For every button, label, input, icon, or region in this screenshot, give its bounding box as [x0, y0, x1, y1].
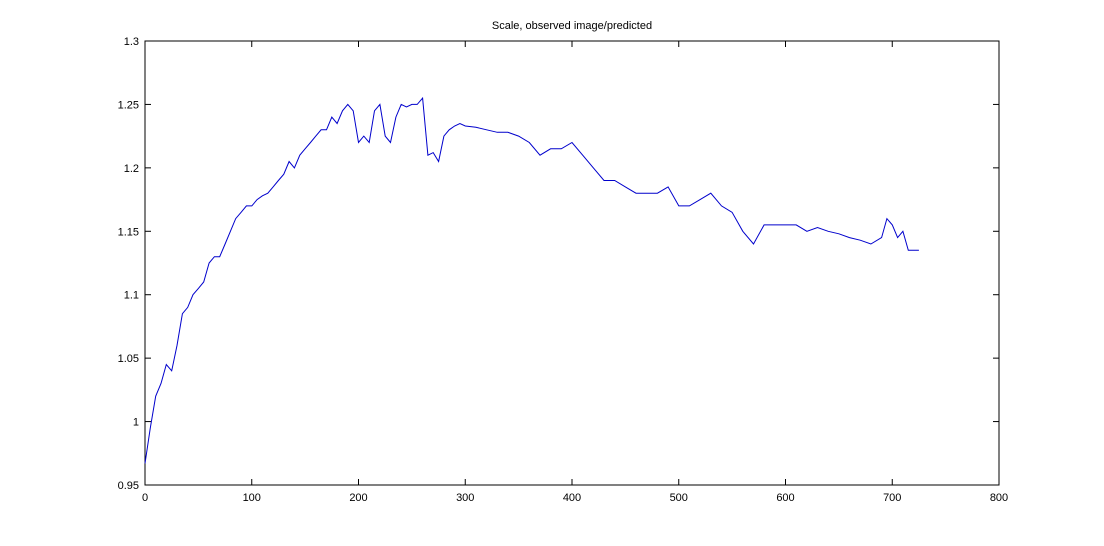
x-tick-label: 800	[990, 492, 1008, 504]
chart-title: Scale, observed image/predicted	[492, 20, 652, 32]
x-tick-label: 600	[776, 492, 794, 504]
y-tick-label: 1.1	[124, 290, 139, 302]
y-tick-label: 1.3	[124, 36, 139, 48]
plot-area	[144, 40, 1000, 486]
y-tick-label: 1.05	[118, 353, 139, 365]
x-tick-label: 200	[349, 492, 367, 504]
y-tick-label: 1	[133, 417, 139, 429]
x-tick-label: 700	[883, 492, 901, 504]
y-tick-label: 0.95	[118, 480, 139, 492]
data-series-line	[144, 96, 919, 464]
x-tick-label: 300	[456, 492, 474, 504]
axes: 0 100 200 300 400 500 600 700 800 0.95 1 1.05 1.1 1.1…	[118, 36, 1009, 504]
y-tick-label: 1.15	[118, 226, 139, 238]
x-tick-label: 400	[563, 492, 581, 504]
x-tick-label: 100	[243, 492, 261, 504]
y-tick-label: 1.25	[118, 99, 139, 111]
x-tick-label: 0	[142, 492, 148, 504]
x-tick-label: 500	[670, 492, 688, 504]
y-tick-label: 1.2	[124, 163, 139, 175]
